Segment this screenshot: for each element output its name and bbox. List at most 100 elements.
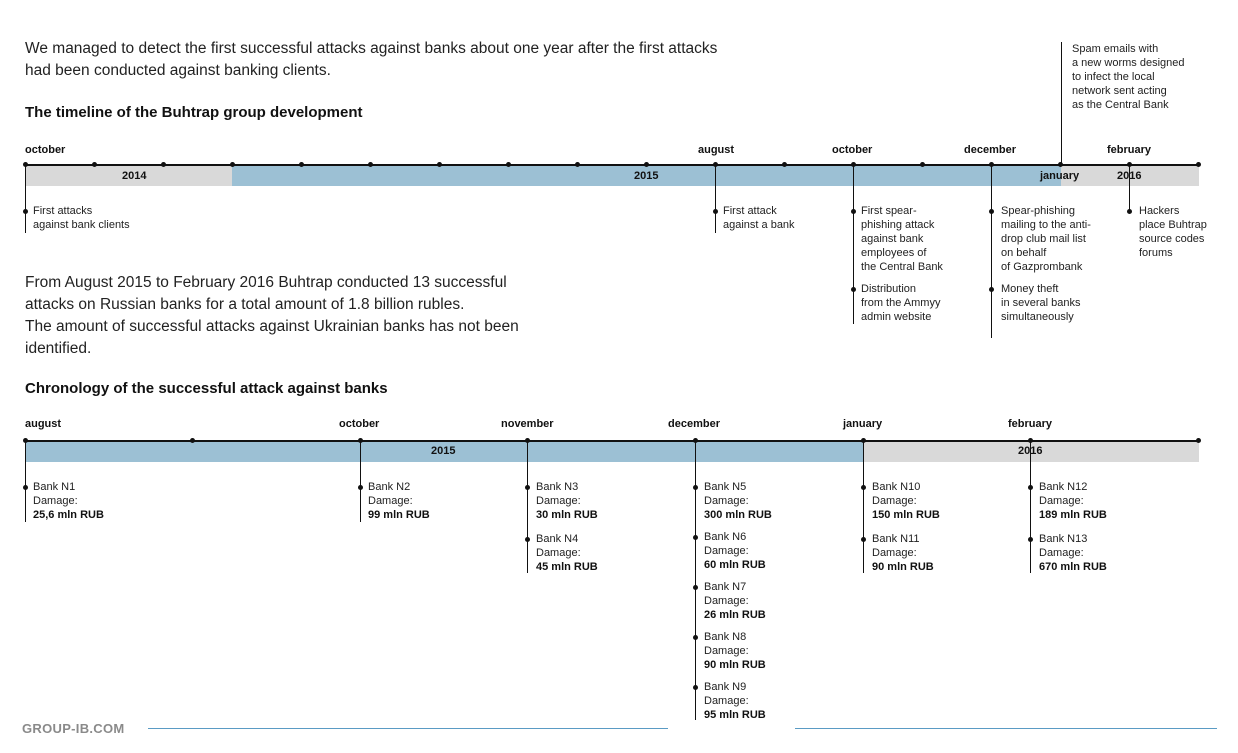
t1-band-2014 bbox=[25, 166, 232, 186]
t1-event-bullet bbox=[1127, 209, 1132, 214]
t2-connector bbox=[1030, 442, 1031, 573]
t1-event-line: source codes bbox=[1139, 233, 1205, 245]
t1-year-2015: 2015 bbox=[634, 170, 659, 182]
t1-event-line: mailing to the anti- bbox=[1001, 219, 1091, 231]
t1-connector bbox=[991, 166, 992, 338]
damage-value: 150 mln RUB bbox=[872, 509, 940, 521]
t1-event-first-attack-bank: First attack against a bank bbox=[723, 204, 795, 232]
damage-label: Damage: bbox=[536, 495, 581, 507]
t2-axis-line bbox=[25, 440, 1200, 442]
t2-tick bbox=[693, 438, 698, 443]
t1-event-line: against bank clients bbox=[33, 219, 130, 231]
t2-bank-bullet bbox=[693, 485, 698, 490]
damage-label: Damage: bbox=[704, 545, 749, 557]
t1-month-august: august bbox=[698, 144, 735, 156]
t1-axis-line bbox=[25, 164, 1200, 166]
t2-month-november: november bbox=[501, 418, 554, 430]
t1-event-line: in several banks bbox=[1001, 297, 1081, 309]
intro-line: We managed to detect the first successfu… bbox=[25, 40, 718, 57]
t1-event-line: a new worms designed bbox=[1072, 57, 1185, 69]
t1-event-line: the Central Bank bbox=[861, 261, 943, 273]
bank-entry-n6: Bank N6 Damage: 60 mln RUB bbox=[704, 530, 766, 572]
t2-connector bbox=[360, 442, 361, 522]
t2-month-august: august bbox=[25, 418, 62, 430]
t1-month-october-2014: october bbox=[25, 144, 66, 156]
t1-event-line: place Buhtrap bbox=[1139, 219, 1207, 231]
damage-value: 95 mln RUB bbox=[704, 709, 766, 721]
damage-value: 30 mln RUB bbox=[536, 509, 598, 521]
t2-bank-bullet bbox=[525, 485, 530, 490]
t1-event-ammyy-distribution: Distribution from the Ammyy admin websit… bbox=[861, 282, 940, 324]
bank-entry-n12: Bank N12 Damage: 189 mln RUB bbox=[1039, 480, 1107, 522]
bank-name: Bank N6 bbox=[704, 531, 747, 543]
t1-tick bbox=[506, 162, 511, 167]
damage-label: Damage: bbox=[704, 595, 749, 607]
t2-band-2016 bbox=[863, 442, 1199, 462]
t2-tick bbox=[358, 438, 363, 443]
t1-tick bbox=[368, 162, 373, 167]
t2-band-2015 bbox=[25, 442, 863, 462]
t1-connector bbox=[25, 166, 26, 233]
t1-event-bullet bbox=[989, 209, 994, 214]
bank-entry-n8: Bank N8 Damage: 90 mln RUB bbox=[704, 630, 766, 672]
t1-event-bullet bbox=[989, 287, 994, 292]
t1-tick bbox=[782, 162, 787, 167]
bank-entry-n2: Bank N2 Damage: 99 mln RUB bbox=[368, 480, 430, 522]
summary-line: attacks on Russian banks for a total amo… bbox=[25, 296, 465, 313]
summary-paragraph: From August 2015 to February 2016 Buhtra… bbox=[25, 272, 519, 360]
summary-line: identified. bbox=[25, 340, 92, 357]
t1-event-line: simultaneously bbox=[1001, 311, 1074, 323]
damage-value: 45 mln RUB bbox=[536, 561, 598, 573]
t1-tick bbox=[989, 162, 994, 167]
t1-event-gazprombank-mailing: Spear-phishing mailing to the anti- drop… bbox=[1001, 204, 1091, 274]
t1-event-line: phishing attack bbox=[861, 219, 935, 231]
damage-label: Damage: bbox=[704, 645, 749, 657]
t1-event-bullet bbox=[851, 209, 856, 214]
t1-event-line: against a bank bbox=[723, 219, 795, 231]
damage-value: 670 mln RUB bbox=[1039, 561, 1107, 573]
t1-month-december: december bbox=[964, 144, 1016, 156]
timeline1-title: The timeline of the Buhtrap group develo… bbox=[25, 104, 363, 121]
t1-event-bullet bbox=[851, 287, 856, 292]
t1-event-line: First attack bbox=[723, 205, 777, 217]
t1-event-bullet bbox=[713, 209, 718, 214]
t1-event-line: to infect the local bbox=[1072, 71, 1155, 83]
t1-event-first-attacks-clients: First attacks against bank clients bbox=[33, 204, 130, 232]
damage-label: Damage: bbox=[704, 695, 749, 707]
damage-value: 90 mln RUB bbox=[872, 561, 934, 573]
t1-event-line: Money theft bbox=[1001, 283, 1059, 295]
t1-event-bullet bbox=[23, 209, 28, 214]
t2-tick bbox=[1196, 438, 1201, 443]
t1-tick bbox=[713, 162, 718, 167]
t2-month-february: february bbox=[1008, 418, 1053, 430]
t2-bank-bullet bbox=[861, 485, 866, 490]
t1-connector bbox=[1061, 42, 1062, 166]
t2-bank-bullet bbox=[358, 485, 363, 490]
bank-name: Bank N10 bbox=[872, 481, 921, 493]
damage-label: Damage: bbox=[33, 495, 78, 507]
t2-tick bbox=[861, 438, 866, 443]
damage-value: 300 mln RUB bbox=[704, 509, 772, 521]
t1-connector bbox=[1129, 166, 1130, 210]
t2-connector bbox=[863, 442, 864, 573]
bank-entry-n13: Bank N13 Damage: 670 mln RUB bbox=[1039, 532, 1107, 574]
t1-event-line: as the Central Bank bbox=[1072, 99, 1169, 111]
t2-month-december: december bbox=[668, 418, 720, 430]
t1-event-line: on behalf bbox=[1001, 247, 1047, 259]
t1-month-october-2015: october bbox=[832, 144, 873, 156]
t1-tick bbox=[299, 162, 304, 167]
t1-tick bbox=[920, 162, 925, 167]
damage-value: 26 mln RUB bbox=[704, 609, 766, 621]
t2-bank-bullet bbox=[693, 585, 698, 590]
bank-name: Bank N1 bbox=[33, 481, 76, 493]
damage-label: Damage: bbox=[872, 547, 917, 559]
t1-tick bbox=[23, 162, 28, 167]
footer-brand[interactable]: GROUP-IB.COM bbox=[22, 721, 125, 736]
damage-value: 99 mln RUB bbox=[368, 509, 430, 521]
summary-line: From August 2015 to February 2016 Buhtra… bbox=[25, 274, 507, 291]
footer-rule-left bbox=[148, 728, 668, 729]
t1-tick bbox=[161, 162, 166, 167]
t2-connector bbox=[527, 442, 528, 573]
damage-label: Damage: bbox=[368, 495, 413, 507]
bank-entry-n5: Bank N5 Damage: 300 mln RUB bbox=[704, 480, 772, 522]
